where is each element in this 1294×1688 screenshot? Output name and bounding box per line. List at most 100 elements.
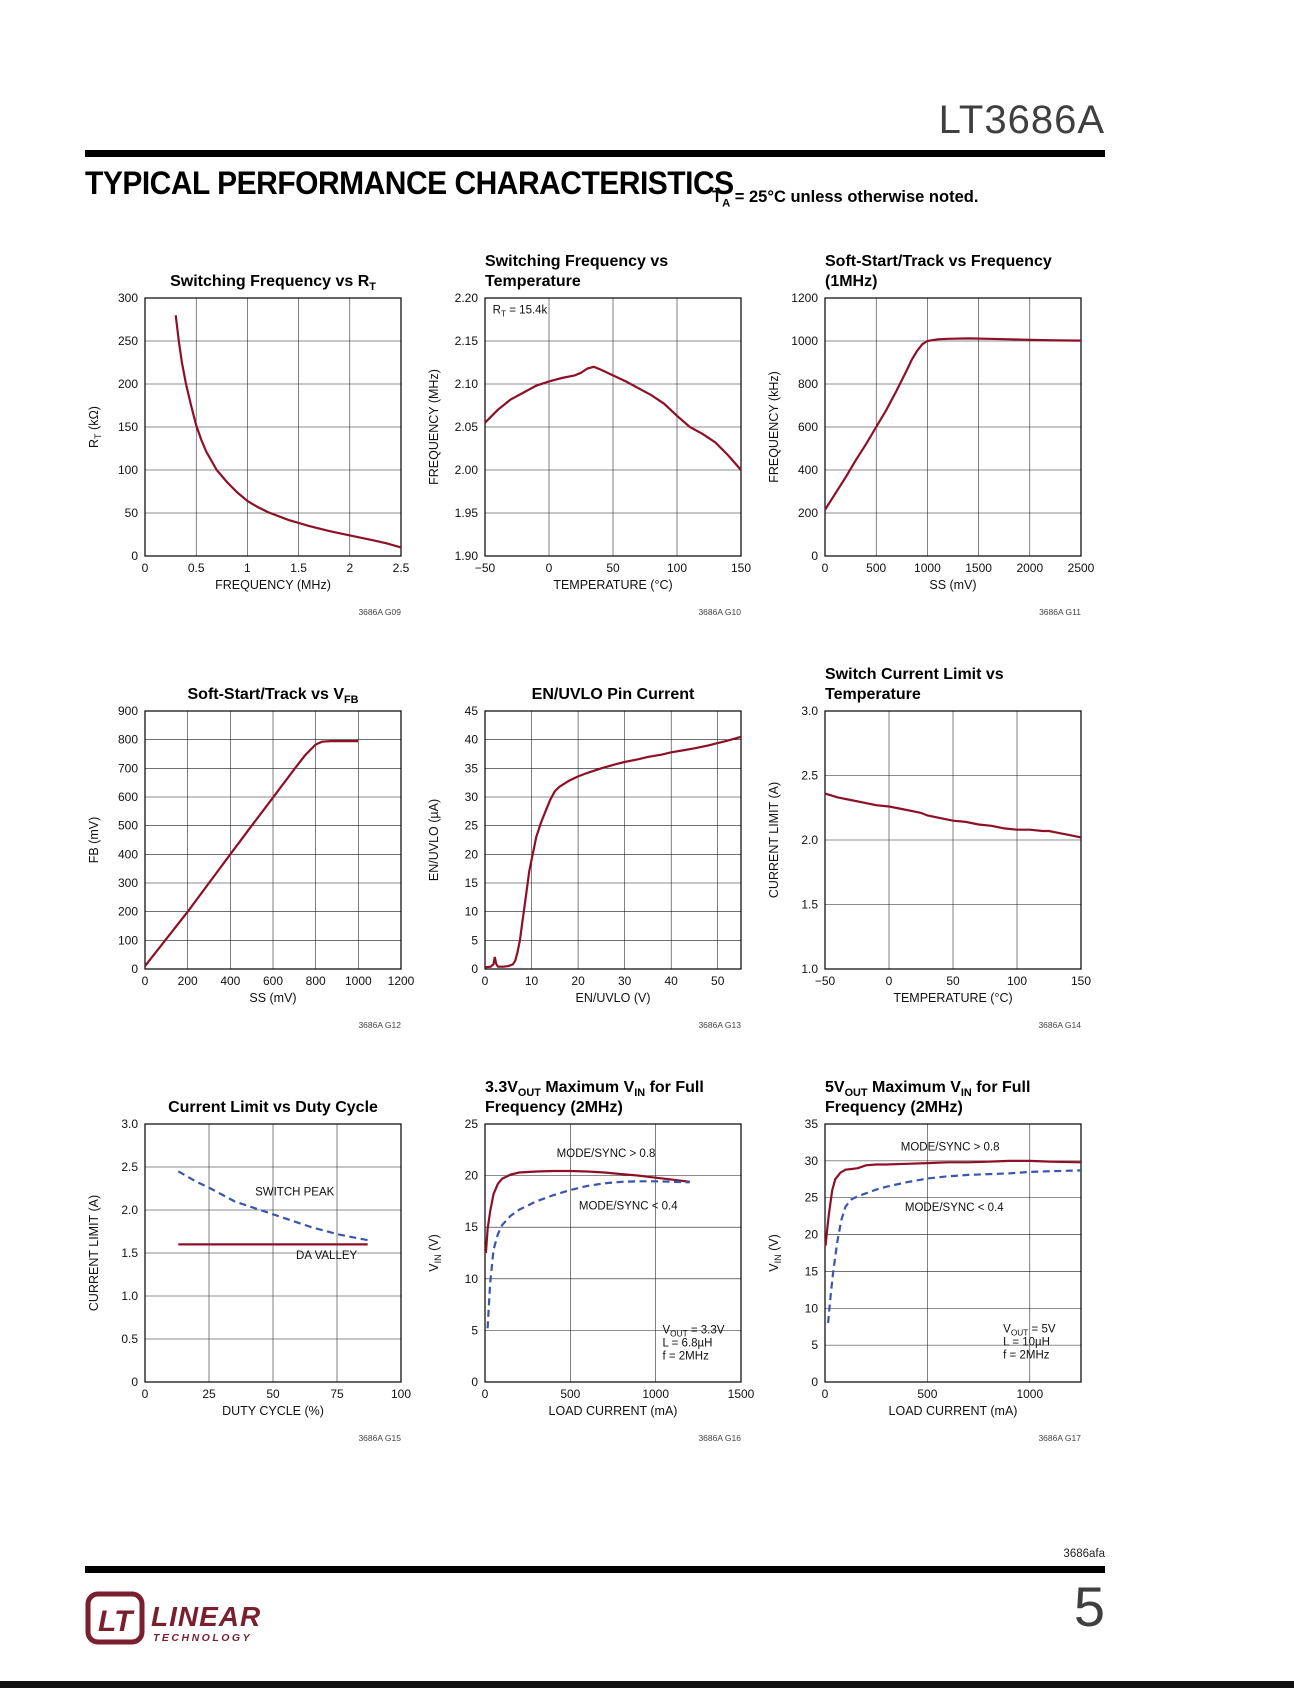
svg-text:0: 0	[142, 561, 149, 575]
svg-text:5: 5	[811, 1338, 818, 1352]
svg-text:1000: 1000	[791, 334, 818, 348]
y-axis-label: EN/UVLO (µA)	[427, 799, 441, 881]
section-title: TYPICAL PERFORMANCE CHARACTERISTICS	[85, 166, 734, 202]
svg-text:40: 40	[465, 733, 479, 747]
figure-tag: 3686A G15	[358, 1433, 401, 1443]
svg-text:2.00: 2.00	[455, 463, 479, 477]
annotation: DA VALLEY	[296, 1250, 357, 1262]
svg-text:1000: 1000	[345, 974, 372, 988]
y-axis-label: CURRENT LIMIT (A)	[767, 782, 781, 898]
svg-text:2.5: 2.5	[121, 1160, 138, 1174]
svg-text:1000: 1000	[642, 1387, 669, 1401]
header-divider	[85, 150, 1105, 157]
svg-text:200: 200	[798, 506, 818, 520]
logo-name: LINEAR	[151, 1601, 261, 1632]
x-axis-label: SS (mV)	[929, 578, 976, 592]
svg-text:1000: 1000	[1016, 1387, 1043, 1401]
annotation: f = 2MHz	[662, 1350, 709, 1362]
y-axis-label: RT (kΩ)	[87, 406, 103, 448]
svg-text:800: 800	[798, 377, 818, 391]
svg-text:0: 0	[811, 1375, 818, 1389]
annotation: L = 6.8µH	[662, 1337, 712, 1349]
svg-text:0: 0	[822, 561, 829, 575]
svg-text:50: 50	[946, 974, 960, 988]
svg-text:500: 500	[917, 1387, 937, 1401]
annotation: SWITCH PEAK	[255, 1186, 335, 1198]
part-number: LT3686A	[938, 98, 1105, 142]
svg-text:0: 0	[131, 962, 138, 976]
svg-text:150: 150	[731, 561, 751, 575]
chart-plot: −50 0 50 100 150 1.90 1.95 2.00 2.05 2.10 2.15 2.20…	[427, 291, 751, 617]
chart-plot: 0 500 1000 0 5 10 15 20 25 30 35 LOAD CURRENT (mA) V…	[767, 1117, 1082, 1443]
svg-text:150: 150	[1071, 974, 1091, 988]
svg-text:5: 5	[471, 933, 478, 947]
y-axis-label: VIN (V)	[427, 1234, 443, 1271]
chart-g12: Soft-Start/Track vs VFB 0 200 400 600 800 1000…	[85, 659, 425, 1038]
svg-text:0: 0	[811, 549, 818, 563]
chart-title: 5VOUT Maximum VIN for Full Frequency (2MH…	[825, 1079, 1031, 1116]
svg-text:2.5: 2.5	[801, 769, 818, 783]
svg-text:0: 0	[482, 1387, 489, 1401]
svg-text:600: 600	[798, 420, 818, 434]
svg-text:500: 500	[118, 819, 138, 833]
svg-text:100: 100	[118, 933, 138, 947]
chart-plot: 0 500 1000 1500 0 5 10 15 20 25 LOAD CURRENT (mA) V…	[427, 1117, 755, 1443]
svg-text:300: 300	[118, 292, 138, 305]
svg-text:10: 10	[465, 1272, 479, 1286]
chart-g11: Soft-Start/Track vs Frequency (1MHz) 0 500 1…	[765, 246, 1105, 625]
logo-subname: TECHNOLOGY	[153, 1632, 252, 1644]
chart-g16: 3.3VOUT Maximum VIN for Full Frequency (2…	[425, 1072, 765, 1451]
annotation: MODE/SYNC > 0.8	[557, 1148, 656, 1160]
svg-text:900: 900	[118, 705, 138, 718]
svg-text:100: 100	[1007, 974, 1027, 988]
chart-plot: 0 0.5 1 1.5 2 2.5 0 50 100 150 200 250 300 FREQUENCY …	[87, 291, 410, 617]
charts-grid: Switching Frequency vs RT 0 0.5 1 1.5 2 2.5 0 50…	[85, 246, 1105, 1451]
chart-title: Switching Frequency vs RT	[170, 273, 376, 294]
svg-text:2.15: 2.15	[455, 334, 479, 348]
logo-monogram: LT	[98, 1605, 135, 1638]
chart-plot: −50 0 50 100 150 1.0 1.5 2.0 2.5 3.0 TEMPERATURE (…	[767, 704, 1091, 1030]
annotation: MODE/SYNC < 0.4	[905, 1202, 1004, 1214]
svg-text:−50: −50	[475, 561, 496, 575]
annotation: VOUT = 3.3V	[662, 1324, 724, 1338]
logo-frame	[85, 1591, 145, 1645]
svg-text:2000: 2000	[1016, 561, 1043, 575]
annotation: VOUT = 5V	[1003, 1324, 1056, 1338]
svg-text:5: 5	[471, 1323, 478, 1337]
svg-text:2.0: 2.0	[121, 1203, 138, 1217]
svg-text:600: 600	[118, 790, 138, 804]
svg-text:250: 250	[118, 334, 138, 348]
svg-text:20: 20	[805, 1228, 819, 1242]
svg-text:500: 500	[866, 561, 886, 575]
svg-text:0: 0	[822, 1387, 829, 1401]
chart-title: Switch Current Limit vs Temperature	[825, 666, 1004, 703]
svg-text:0.5: 0.5	[188, 561, 205, 575]
svg-text:2.20: 2.20	[455, 292, 479, 305]
series-EN/UVLO current	[484, 735, 742, 969]
svg-text:400: 400	[798, 463, 818, 477]
figure-tag: 3686A G09	[358, 607, 401, 617]
svg-text:1200: 1200	[791, 292, 818, 305]
annotation: f = 2MHz	[1003, 1350, 1050, 1362]
svg-text:15: 15	[805, 1264, 819, 1278]
svg-text:800: 800	[306, 974, 326, 988]
series-RT vs frequency	[174, 315, 402, 549]
svg-text:2500: 2500	[1068, 561, 1095, 575]
series-MODE/SYNC < 0.4	[486, 1180, 690, 1329]
svg-text:30: 30	[805, 1154, 819, 1168]
svg-text:0: 0	[482, 974, 489, 988]
svg-text:1.95: 1.95	[455, 506, 479, 520]
chart-title: Soft-Start/Track vs Frequency (1MHz)	[825, 253, 1052, 290]
svg-text:20: 20	[465, 1169, 479, 1183]
svg-text:2: 2	[346, 561, 353, 575]
svg-text:1200: 1200	[388, 974, 415, 988]
svg-text:1.5: 1.5	[290, 561, 307, 575]
svg-text:30: 30	[465, 790, 479, 804]
x-axis-label: SS (mV)	[249, 991, 296, 1005]
svg-text:1.5: 1.5	[121, 1246, 138, 1260]
svg-text:100: 100	[667, 561, 687, 575]
svg-text:0: 0	[142, 974, 149, 988]
chart-plot: 0 200 400 600 800 1000 1200 0 100 200 300 400 500 600…	[87, 704, 415, 1030]
svg-text:45: 45	[465, 705, 479, 718]
